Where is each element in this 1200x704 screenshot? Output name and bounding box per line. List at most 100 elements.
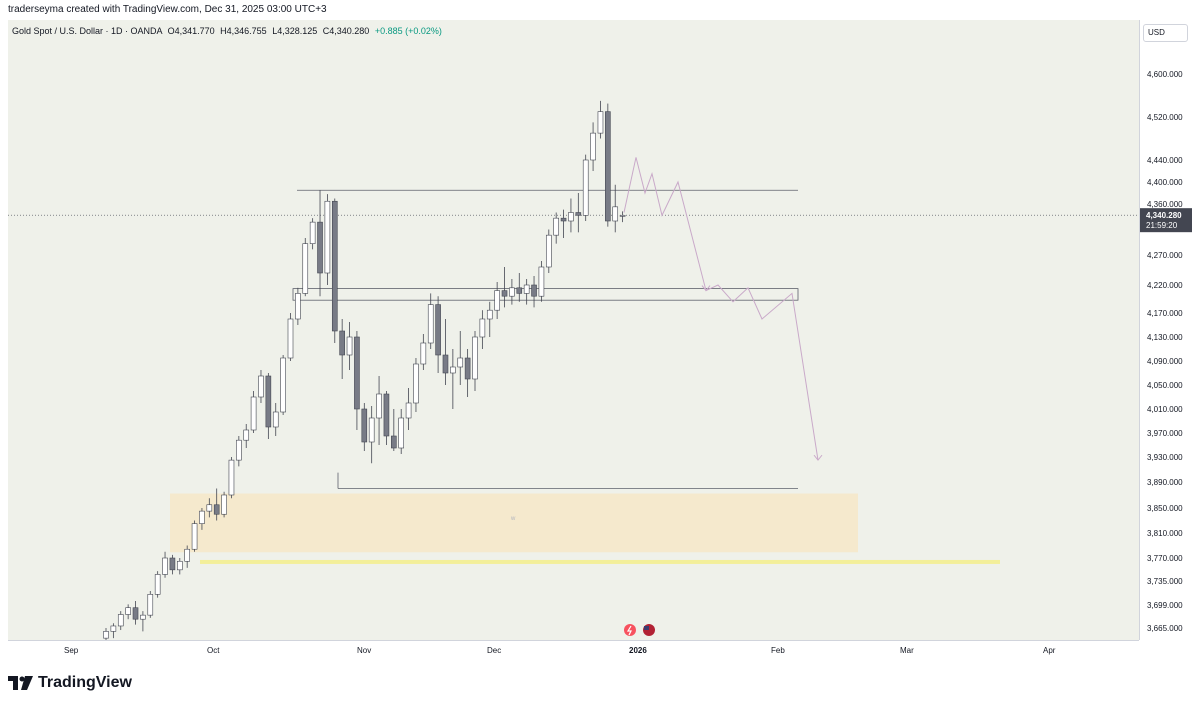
candle-body (258, 375, 264, 398)
y-tick-label: 4,050.000 (1147, 381, 1183, 390)
y-tick-label: 4,170.000 (1147, 309, 1183, 318)
x-tick-label: Nov (357, 646, 371, 655)
currency-button[interactable]: USD (1143, 24, 1188, 42)
candle-body (147, 594, 154, 616)
price-axis[interactable] (1139, 20, 1193, 640)
candle-body (486, 309, 493, 320)
candle-body (376, 393, 382, 419)
time-axis[interactable] (8, 640, 1139, 661)
x-tick-label: 2026 (629, 646, 647, 655)
candle-body (346, 336, 353, 356)
tradingview-logo[interactable]: TradingView (8, 672, 132, 694)
open-value: O4,341.770 (167, 26, 215, 36)
candle-body (191, 523, 198, 550)
attribution-text: traderseyma created with TradingView.com… (8, 4, 327, 15)
candle-body (560, 217, 567, 222)
y-tick-label: 4,090.000 (1147, 357, 1183, 366)
candle-body (450, 366, 456, 374)
candle-body (177, 560, 183, 571)
candle-body (221, 494, 227, 515)
candle-body (464, 357, 471, 380)
tradingview-brand: TradingView (38, 674, 132, 691)
price-badge-value: 4,340.280 (1146, 211, 1182, 220)
candle-body (405, 402, 412, 419)
y-tick-label: 4,400.000 (1147, 178, 1183, 187)
candle-body (531, 284, 537, 297)
candle-body (361, 408, 368, 443)
zone-label: w (510, 516, 516, 522)
high-value: H4,346.755 (220, 26, 267, 36)
candle-body (295, 293, 301, 320)
candle-body (250, 396, 257, 431)
candle-body (206, 504, 213, 512)
candle-body (420, 342, 427, 365)
candle-body (391, 435, 397, 449)
candle-body (110, 625, 117, 632)
x-tick-label: Apr (1043, 646, 1056, 655)
candle-body (605, 111, 611, 222)
y-tick-label: 4,270.000 (1147, 251, 1183, 260)
close-value: C4,340.280 (322, 26, 370, 36)
candle-body (324, 200, 331, 274)
tradingview-logo-icon (8, 676, 33, 690)
candle-body (494, 290, 500, 311)
yellow-level-line (200, 559, 1000, 564)
candle-body (383, 393, 390, 437)
x-tick-label: Dec (487, 646, 501, 655)
candle-body (442, 354, 449, 374)
candle-body (582, 159, 589, 216)
symbol-legend: Gold Spot / U.S. Dollar · 1D · OANDA O4,… (12, 26, 442, 36)
projection-arrow-2 (813, 454, 823, 461)
y-tick-label: 3,699.000 (1147, 601, 1183, 610)
candle-body (236, 439, 242, 461)
y-tick-label: 3,735.000 (1147, 577, 1183, 586)
lightning-glyph (626, 625, 632, 636)
y-tick-label: 4,600.000 (1147, 70, 1183, 79)
candle-body (516, 287, 523, 294)
candle-body (501, 290, 508, 297)
candle-body (125, 607, 131, 615)
x-tick-label: Feb (771, 646, 785, 655)
change-value: +0.885 (+0.02%) (374, 26, 442, 36)
candle-body (309, 221, 316, 244)
lightning-event-icon (624, 624, 636, 636)
candle-body (612, 206, 619, 222)
y-tick-label: 4,010.000 (1147, 405, 1183, 414)
candle-body (184, 548, 190, 562)
y-tick-label: 3,970.000 (1147, 429, 1183, 438)
candle-body (435, 304, 441, 356)
candle-body (339, 330, 345, 356)
candle-body (472, 336, 478, 380)
candle-body (553, 217, 559, 236)
candle-body (590, 132, 596, 161)
candle-body (457, 357, 464, 368)
candle-body (169, 557, 176, 571)
candle-body (117, 614, 124, 627)
candle-body (575, 212, 582, 216)
low-value: L4,328.125 (272, 26, 318, 36)
price-badge-countdown: 21:59:20 (1146, 221, 1178, 230)
candle-body (280, 357, 286, 413)
x-tick-label: Mar (900, 646, 914, 655)
candle-body (317, 221, 323, 274)
candle-body (140, 614, 146, 620)
us-flag-canton (644, 626, 649, 630)
candle-body (509, 287, 515, 297)
support-box (292, 288, 799, 301)
projection-path (623, 157, 819, 461)
candle-body (354, 336, 360, 410)
candle-body (619, 215, 626, 217)
y-tick-label: 3,810.000 (1147, 529, 1183, 538)
candle-body (272, 411, 279, 428)
candle-body (199, 510, 205, 524)
y-tick-label: 3,770.000 (1147, 554, 1183, 563)
x-tick-label: Sep (64, 646, 79, 655)
candle-body (265, 375, 272, 428)
candle-body (545, 234, 552, 268)
candle-body (302, 243, 309, 294)
y-tick-label: 4,130.000 (1147, 333, 1183, 342)
y-tick-label: 4,360.000 (1147, 200, 1183, 209)
candle-body (427, 304, 434, 344)
y-tick-label: 4,220.000 (1147, 281, 1183, 290)
